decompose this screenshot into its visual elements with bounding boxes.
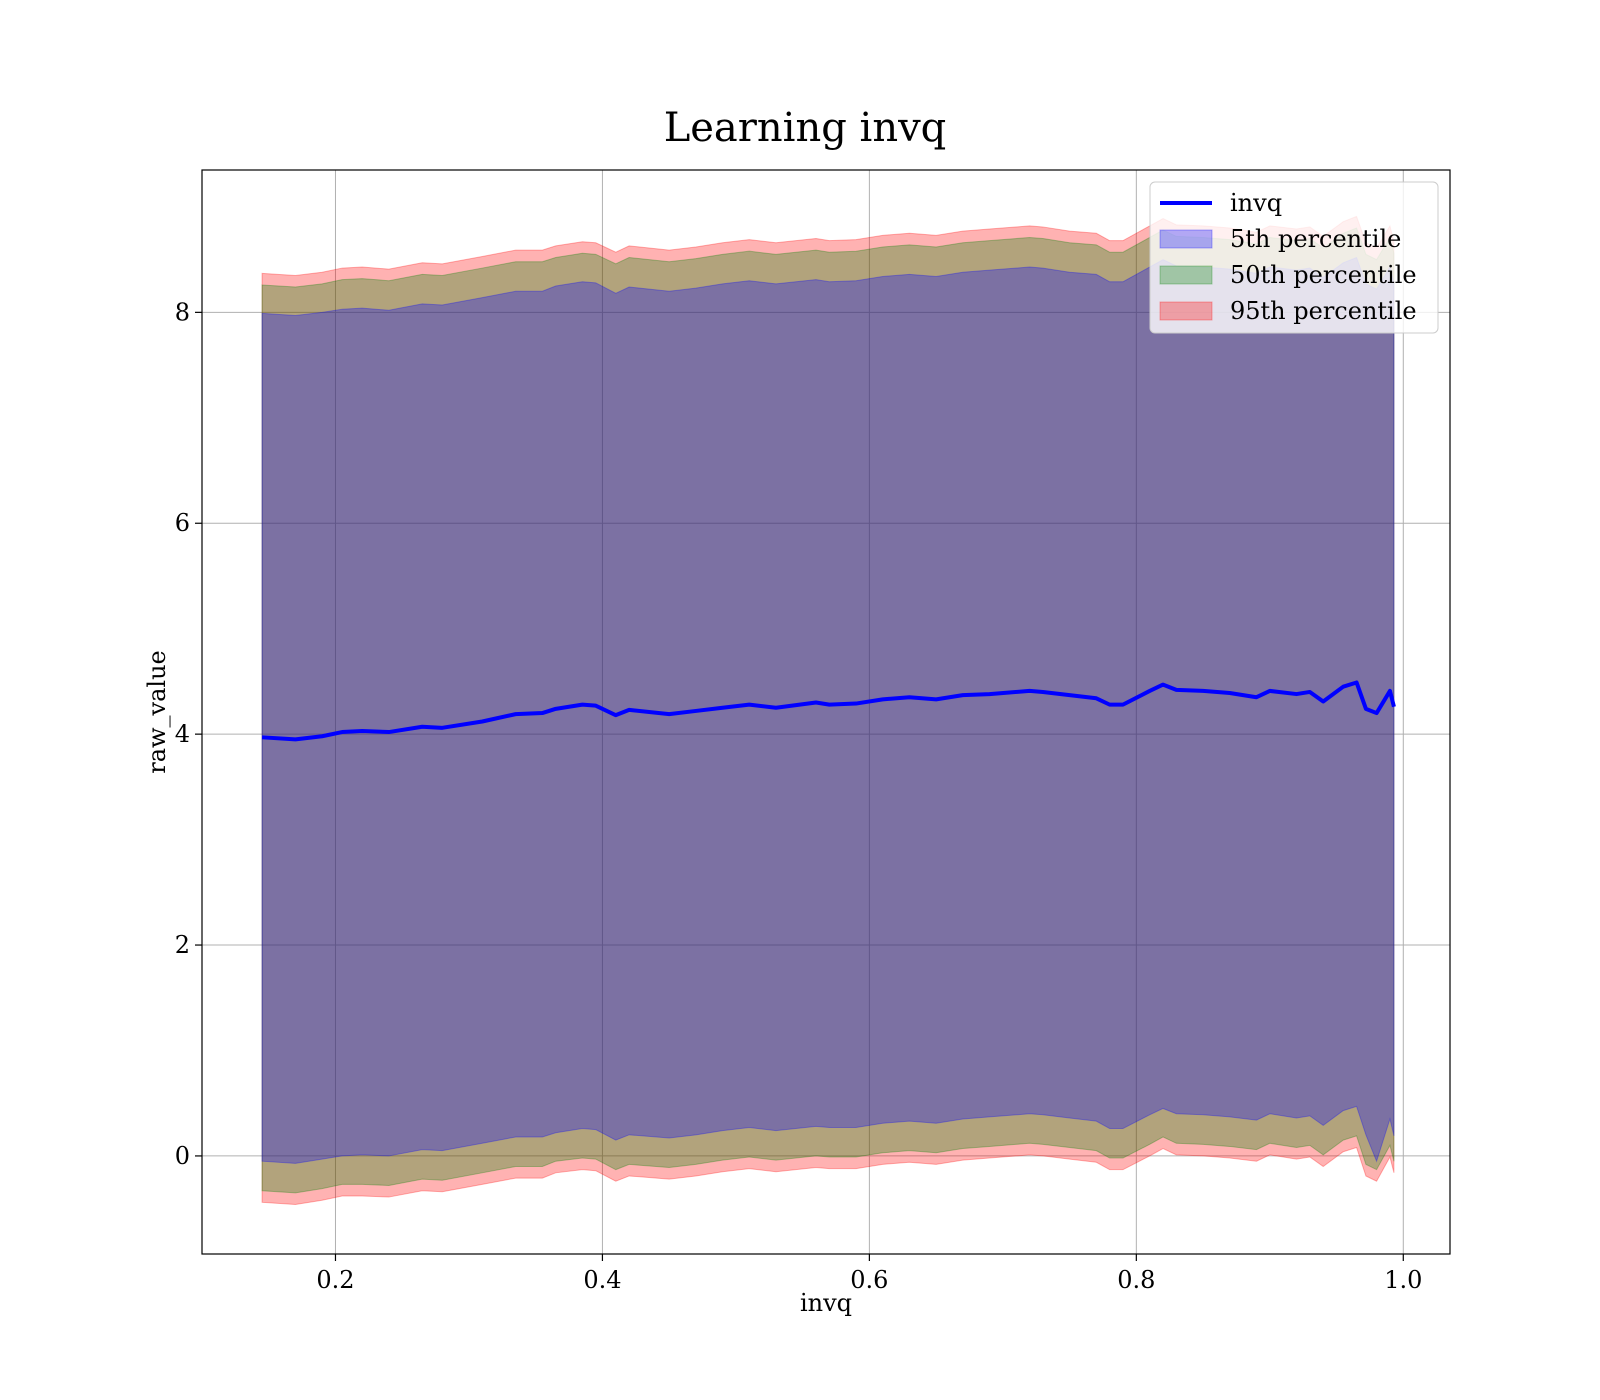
x-tick-label: 1.0 bbox=[1384, 1266, 1422, 1294]
legend: invq 5th percentile 50th percentile 95th pe… bbox=[1149, 181, 1439, 334]
x-tick-label: 0.4 bbox=[583, 1266, 621, 1294]
y-tick-label: 2 bbox=[175, 931, 190, 959]
x-tick-label: 0.8 bbox=[1117, 1266, 1155, 1294]
y-tick-label: 4 bbox=[175, 720, 190, 748]
axis-ticks: 0.2 0.4 0.6 0.8 1.0 0 2 4 6 8 bbox=[175, 298, 1423, 1294]
y-tick-label: 8 bbox=[175, 298, 190, 326]
legend-swatch-50th-percentile bbox=[1159, 265, 1213, 285]
50th-percentile-band bbox=[261, 227, 1395, 1194]
plot-frame bbox=[201, 169, 1451, 1255]
invq-line-layer bbox=[261, 680, 1396, 742]
legend-box bbox=[1149, 181, 1439, 334]
y-tick-label: 0 bbox=[175, 1142, 190, 1170]
95th-percentile-band bbox=[261, 215, 1395, 1205]
y-tick-label: 6 bbox=[175, 509, 190, 537]
invq-line bbox=[261, 680, 1396, 742]
legend-swatch-5th-percentile bbox=[1159, 229, 1213, 249]
y-axis-label: raw_value bbox=[143, 650, 171, 774]
legend-label-50th-percentile: 50th percentile bbox=[1230, 261, 1417, 289]
x-tick-label: 0.6 bbox=[850, 1266, 888, 1294]
x-axis-label: invq bbox=[800, 1289, 852, 1317]
5th-percentile-band bbox=[261, 256, 1395, 1164]
legend-label-5th-percentile: 5th percentile bbox=[1230, 225, 1401, 253]
legend-label-invq: invq bbox=[1230, 189, 1282, 217]
legend-swatch-95th-percentile bbox=[1159, 301, 1213, 321]
percentile-bands bbox=[261, 215, 1395, 1205]
legend-label-95th-percentile: 95th percentile bbox=[1230, 297, 1417, 325]
chart-title: Learning invq bbox=[664, 105, 947, 151]
x-tick-label: 0.2 bbox=[316, 1266, 354, 1294]
